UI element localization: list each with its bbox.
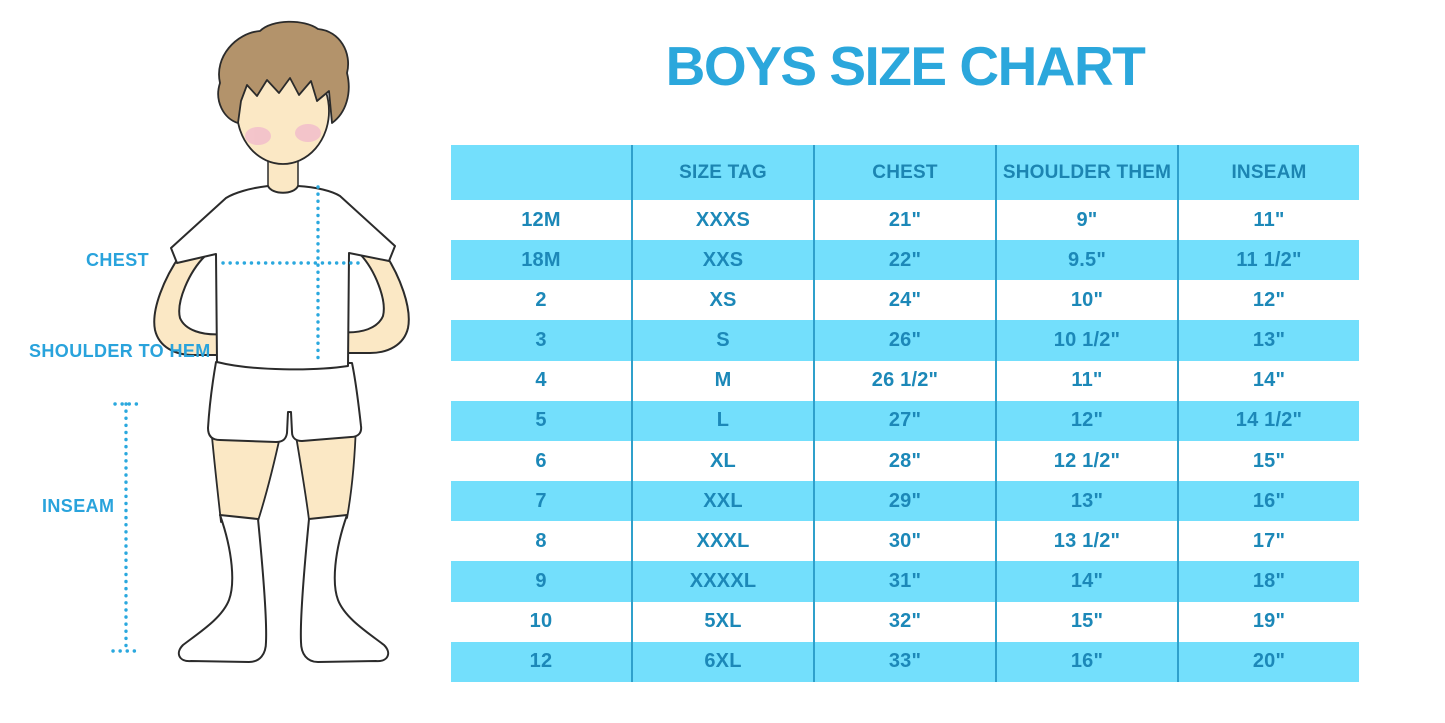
boy-illustration: [111, 20, 410, 663]
table-cell: 13 1/2": [995, 521, 1177, 562]
table-cell: 14 1/2": [1177, 400, 1359, 441]
table-row: 5 L 27" 12" 14 1/2": [451, 400, 1359, 441]
table-row: 12 6XL 33" 16" 20": [451, 641, 1359, 682]
boy-right-sock: [299, 514, 390, 663]
table-cell: 9": [995, 200, 1177, 241]
table-cell: 16": [995, 641, 1177, 682]
table-cell: 9: [535, 569, 547, 592]
table-row: 2 XS 24" 10" 12": [451, 280, 1359, 321]
size-table: SIZE TAG CHEST SHOULDER THEM INSEAM 12M X…: [451, 145, 1359, 682]
boy-hair: [217, 20, 350, 124]
table-cell: M: [631, 360, 813, 401]
table-cell: XXXXL: [631, 561, 813, 602]
table-cell: 15": [995, 601, 1177, 642]
boy-right-blush: [295, 124, 321, 142]
table-cell: 28": [813, 440, 995, 482]
boy-left-arm: [153, 253, 225, 356]
table-cell: 15": [1177, 440, 1359, 482]
boy-shorts: [207, 361, 363, 443]
boy-right-arm: [339, 251, 410, 354]
table-cell: 5: [535, 409, 547, 432]
table-cell: 11": [995, 360, 1177, 401]
table-cell: XXL: [631, 481, 813, 522]
table-cell: 32": [813, 601, 995, 642]
boy-left-sock: [177, 514, 268, 663]
column-header-size: [451, 145, 631, 200]
table-cell: 12": [995, 400, 1177, 441]
boy-left-blush: [245, 127, 271, 145]
table-cell: 21": [813, 200, 995, 241]
table-cell: 14": [1177, 360, 1359, 401]
table-cell: 6XL: [631, 641, 813, 682]
table-row: 12M XXXS 21" 9" 11": [451, 200, 1359, 241]
table-cell: 6: [535, 449, 547, 472]
table-cell: 12: [529, 650, 553, 673]
table-cell: 10 1/2": [995, 320, 1177, 361]
table-cell: 20": [1177, 641, 1359, 682]
table-cell: XXXS: [631, 200, 813, 241]
table-row: 18M XXS 22" 9.5" 11 1/2": [451, 240, 1359, 281]
table-cell: 24": [813, 280, 995, 321]
table-row: 8 XXXL 30" 13 1/2" 17": [451, 521, 1359, 562]
column-header-inseam: INSEAM: [1177, 145, 1359, 200]
table-cell: XS: [631, 280, 813, 321]
table-cell: 22": [813, 240, 995, 281]
size-table-header-row: SIZE TAG CHEST SHOULDER THEM INSEAM: [451, 145, 1359, 200]
table-cell: 3: [535, 329, 547, 352]
table-cell: 12 1/2": [995, 440, 1177, 482]
shoulder-to-hem-label: SHOULDER TO HEM: [29, 341, 211, 361]
table-cell: 19": [1177, 601, 1359, 642]
table-cell: 16": [1177, 481, 1359, 522]
table-cell: 7: [535, 489, 547, 512]
table-cell: 26 1/2": [813, 360, 995, 401]
table-cell: 17": [1177, 521, 1359, 562]
page-title: BOYS SIZE CHART: [665, 35, 1146, 97]
table-cell: 30": [813, 521, 995, 562]
table-cell: 13": [995, 481, 1177, 522]
table-cell: 10: [529, 610, 553, 633]
table-cell: 26": [813, 320, 995, 361]
chest-label: CHEST: [86, 250, 150, 270]
table-cell: 18": [1177, 561, 1359, 602]
table-cell: 13": [1177, 320, 1359, 361]
table-cell: 4: [535, 369, 547, 392]
table-row: 3 S 26" 10 1/2" 13": [451, 320, 1359, 361]
table-cell: XL: [631, 440, 813, 482]
table-cell: 8: [535, 529, 547, 552]
table-cell: 31": [813, 561, 995, 602]
table-row: 6 XL 28" 12 1/2" 15": [451, 440, 1359, 482]
table-row: 10 5XL 32" 15" 19": [451, 601, 1359, 642]
boy-shirt: [170, 185, 396, 371]
size-table-body: 12M XXXS 21" 9" 11" 18M XXS 22" 9.5" 11 1/2" 2 XS 24…: [451, 200, 1359, 682]
table-cell: 5XL: [631, 601, 813, 642]
column-header-chest: CHEST: [813, 145, 995, 200]
table-cell: 11": [1177, 200, 1359, 241]
table-cell: 33": [813, 641, 995, 682]
table-cell: 12M: [521, 208, 561, 231]
table-row: 7 XXL 29" 13" 16": [451, 481, 1359, 522]
column-header-size-tag: SIZE TAG: [631, 145, 813, 200]
table-cell: XXS: [631, 240, 813, 281]
table-cell: 11 1/2": [1177, 240, 1359, 281]
table-cell: 18M: [521, 248, 561, 271]
table-cell: 2: [535, 288, 547, 311]
table-cell: 27": [813, 400, 995, 441]
table-cell: XXXL: [631, 521, 813, 562]
table-cell: 12": [1177, 280, 1359, 321]
table-cell: S: [631, 320, 813, 361]
table-row: 4 M 26 1/2" 11" 14": [451, 360, 1359, 401]
inseam-label: INSEAM: [42, 496, 115, 516]
table-cell: L: [631, 400, 813, 441]
column-header-shoulder-them: SHOULDER THEM: [995, 145, 1177, 200]
table-row: 9 XXXXL 31" 14" 18": [451, 561, 1359, 602]
table-cell: 10": [995, 280, 1177, 321]
table-cell: 29": [813, 481, 995, 522]
table-cell: 14": [995, 561, 1177, 602]
table-cell: 9.5": [995, 240, 1177, 281]
